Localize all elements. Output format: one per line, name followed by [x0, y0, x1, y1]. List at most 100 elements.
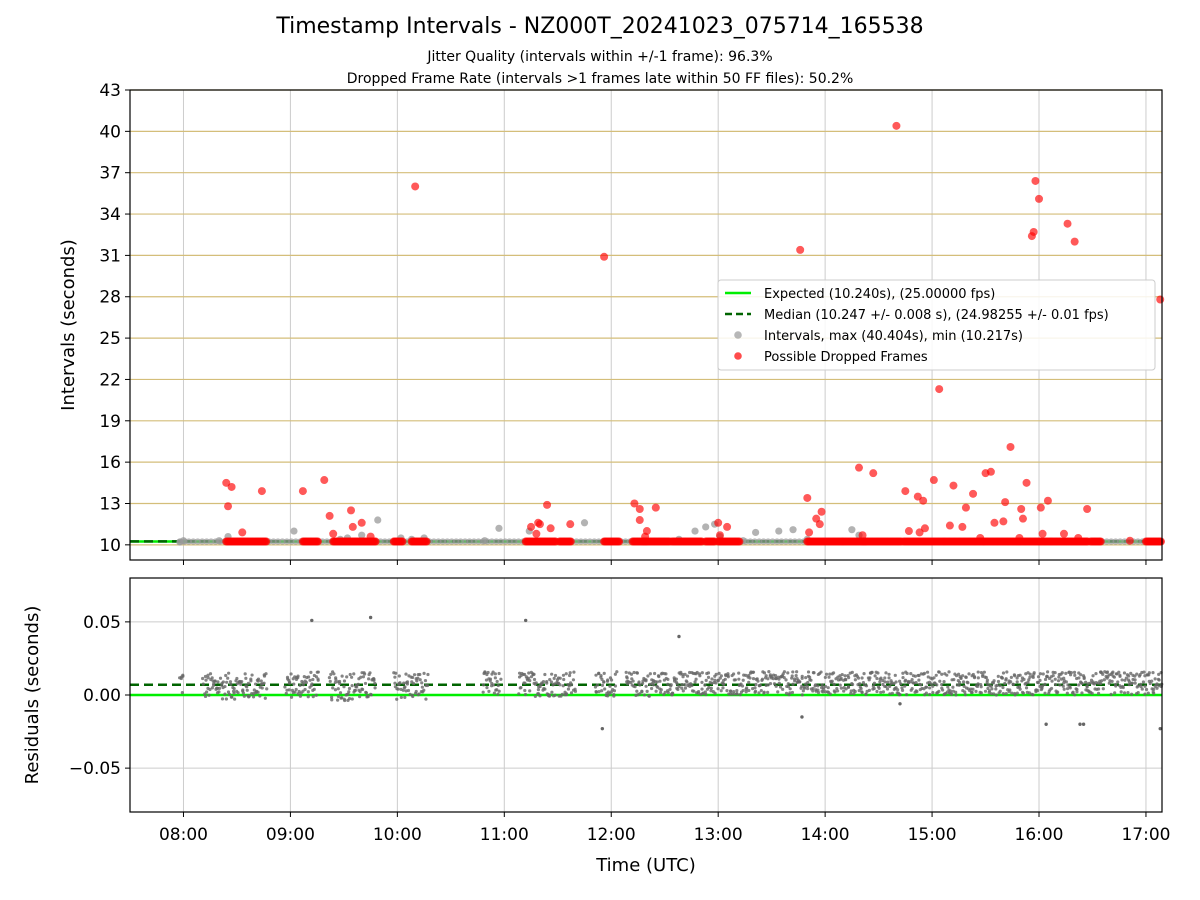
residual-point	[1114, 682, 1118, 687]
residual-point	[1073, 693, 1077, 697]
residual-point	[395, 697, 399, 701]
dropped-frame-point	[723, 522, 732, 531]
residual-point	[1028, 675, 1032, 679]
residual-point	[685, 680, 689, 684]
residual-point	[553, 673, 558, 678]
residual-point	[703, 690, 707, 694]
legend-entry: Possible Dropped Frames	[764, 350, 928, 365]
residual-point	[726, 675, 730, 679]
residual-point	[497, 689, 501, 693]
residual-point	[241, 691, 245, 695]
residual-point	[910, 678, 914, 682]
residual-point	[1136, 690, 1140, 695]
residual-point	[548, 677, 552, 682]
residual-point	[860, 690, 864, 695]
residual-point	[368, 615, 373, 620]
residual-point	[481, 683, 486, 687]
interval-point	[796, 538, 803, 545]
residual-point	[1041, 672, 1045, 676]
residual-point	[1068, 686, 1072, 690]
residual-point	[828, 692, 832, 696]
residual-point	[1130, 692, 1134, 696]
dropped-frame-point	[1017, 505, 1026, 514]
residual-point	[259, 679, 263, 683]
residual-point	[998, 689, 1002, 693]
residual-point	[637, 680, 641, 684]
residual-point	[823, 675, 827, 680]
residual-point	[224, 673, 228, 678]
residual-point	[710, 677, 714, 681]
residual-point	[1155, 686, 1159, 690]
residual-point	[896, 688, 900, 692]
dropped-frame-point	[366, 532, 375, 541]
residual-point	[292, 682, 296, 686]
residual-point	[249, 679, 253, 683]
residual-point	[1151, 671, 1155, 675]
residual-point	[422, 688, 426, 692]
residual-point	[572, 670, 576, 674]
residual-point	[1110, 679, 1114, 683]
residual-point	[800, 684, 804, 688]
residual-point	[700, 687, 704, 691]
residual-point	[762, 671, 767, 675]
residual-point	[644, 684, 648, 688]
dropped-frame-point	[714, 518, 723, 527]
residual-point	[287, 688, 291, 692]
dropped-frame-point	[411, 182, 420, 191]
residual-point	[397, 674, 401, 678]
residual-point	[706, 675, 711, 679]
dropped-frame-point	[817, 507, 826, 516]
residual-point	[552, 676, 556, 680]
residual-point	[342, 679, 347, 683]
residual-point	[1118, 673, 1122, 677]
residual-point	[484, 678, 489, 682]
interval-point	[493, 538, 500, 545]
residual-point	[937, 689, 941, 693]
residual-point	[1077, 683, 1081, 687]
residual-point	[232, 691, 236, 695]
residual-point	[966, 681, 970, 685]
dropped-frame-point	[901, 487, 910, 496]
interval-point	[848, 526, 856, 534]
residual-point	[979, 691, 983, 695]
interval-point	[270, 538, 277, 545]
residual-point	[599, 673, 603, 678]
dropped-frame-point	[320, 476, 329, 485]
y-tick-label: 28	[99, 288, 121, 308]
dropped-frame-point	[1125, 536, 1134, 545]
residual-point	[232, 687, 236, 691]
residual-point	[1015, 691, 1019, 695]
residual-point	[994, 693, 998, 697]
residual-point	[885, 687, 890, 691]
interval-point	[497, 538, 504, 545]
residual-point	[340, 696, 344, 700]
residual-point	[1122, 671, 1127, 675]
residual-point	[838, 683, 842, 687]
residual-point	[560, 692, 564, 696]
residual-point	[681, 689, 685, 693]
residual-point	[832, 682, 836, 686]
residual-point	[876, 685, 881, 689]
residual-point	[338, 679, 342, 684]
dropped-frame-point	[961, 503, 970, 512]
dropped-frame-point	[715, 531, 724, 540]
residual-point	[213, 679, 217, 683]
residual-point	[888, 684, 892, 689]
residual-point	[732, 689, 736, 694]
interval-point	[475, 538, 482, 545]
residual-point	[1143, 674, 1147, 678]
residual-point	[819, 670, 823, 674]
residual-point	[954, 690, 958, 694]
interval-point	[190, 538, 197, 545]
residual-point	[212, 682, 216, 686]
residual-point	[608, 684, 612, 688]
residual-point	[491, 683, 496, 687]
residual-point	[870, 670, 874, 675]
residual-point	[677, 634, 681, 639]
residual-point	[491, 670, 495, 674]
residual-point	[883, 676, 887, 680]
residual-point	[635, 671, 639, 675]
legend-entry: Intervals, max (40.404s), min (10.217s)	[764, 329, 1023, 344]
dropped-frame-point	[869, 469, 878, 478]
interval-point	[292, 538, 299, 545]
